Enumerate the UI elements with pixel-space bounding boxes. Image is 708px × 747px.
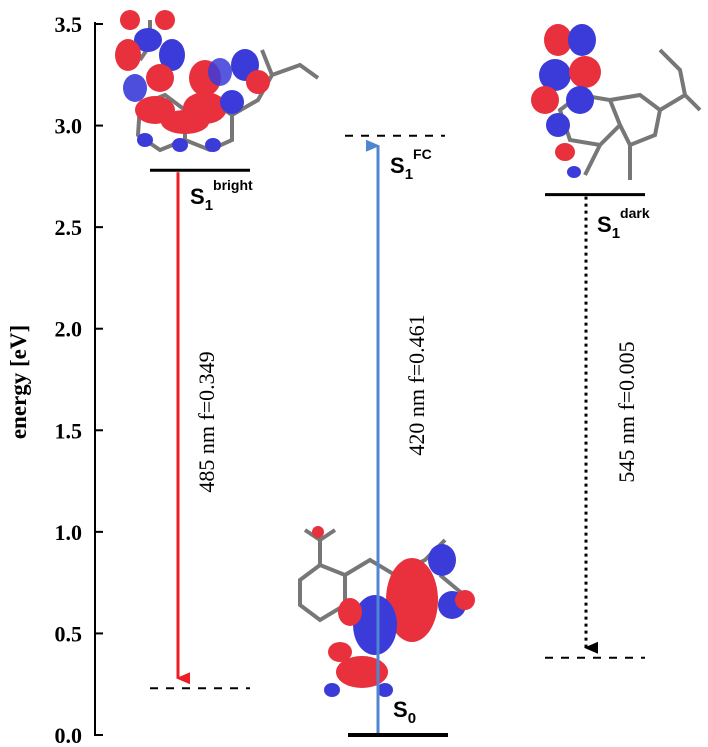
orbital-picture-dark bbox=[531, 24, 702, 180]
y-tick-label: 3.0 bbox=[55, 114, 83, 139]
label-s1-dark: S1dark bbox=[597, 205, 650, 242]
label-s1-bright: S1bright bbox=[190, 177, 253, 214]
transition-label-420: 420 nm f=0.461 bbox=[404, 314, 429, 455]
orbital-picture-ground bbox=[298, 526, 475, 697]
y-tick-label: 1.0 bbox=[55, 520, 83, 545]
y-tick-label: 0.5 bbox=[55, 621, 83, 646]
label-s1-fc: S1FC bbox=[390, 146, 432, 183]
y-tick-label: 1.5 bbox=[55, 418, 83, 443]
y-tick-label: 2.0 bbox=[55, 317, 83, 342]
y-axis-ticks: 0.0 0.5 1.0 1.5 2.0 2.5 3.0 3.5 bbox=[55, 12, 103, 747]
label-s0: S0 bbox=[393, 697, 416, 727]
orbital-picture-bright bbox=[115, 10, 320, 153]
y-tick-label: 3.5 bbox=[55, 12, 83, 37]
transition-label-485: 485 nm f=0.349 bbox=[194, 351, 219, 492]
y-axis-label: energy [eV] bbox=[6, 325, 31, 439]
transition-label-545: 545 nm f=0.005 bbox=[614, 341, 639, 482]
y-tick-label: 2.5 bbox=[55, 215, 83, 240]
y-tick-label: 0.0 bbox=[55, 723, 83, 747]
